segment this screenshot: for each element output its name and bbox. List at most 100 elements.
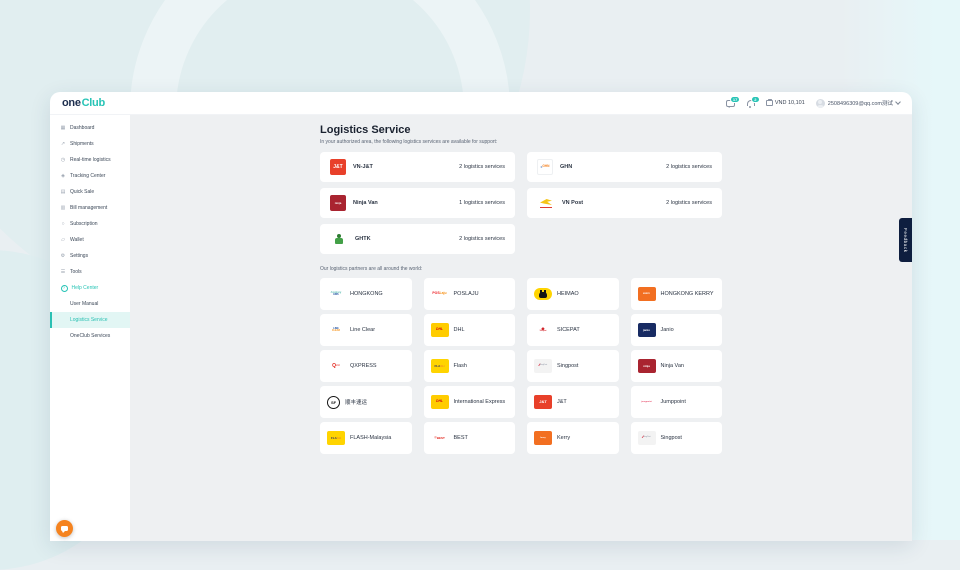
- service-card-ghn[interactable]: ≡ GHN GHN 2 logistics services: [527, 152, 722, 182]
- partner-name: QXPRESS: [350, 363, 377, 369]
- partner-card-hongkong[interactable]: hongkong EMS HONGKONG: [320, 278, 412, 310]
- partner-card-ninja-van[interactable]: ninja Ninja Van: [630, 350, 722, 382]
- international-express-logo-icon: DHL: [430, 395, 449, 409]
- sidebar-item-label: Quick Sale: [70, 189, 95, 195]
- chevron-down-icon: [895, 99, 901, 105]
- service-name: VN Post: [562, 200, 584, 206]
- partner-card-janio[interactable]: janio Janio: [630, 314, 722, 346]
- sidebar-item-quick-sale[interactable]: ▤ Quick Sale: [50, 184, 130, 200]
- sidebar-subitem-oneclub-services[interactable]: OneClub Services: [70, 333, 111, 339]
- partner-name: DHL: [453, 327, 465, 333]
- partner-name: Singpost: [557, 363, 579, 369]
- sidebar-item-shipments[interactable]: ↗ Shipments: [50, 136, 130, 152]
- sidebar-item-label: Wallet: [70, 237, 84, 243]
- hongkong-logo-icon: hongkong EMS: [327, 287, 345, 301]
- ghtk-logo-icon: [330, 232, 348, 246]
- best-logo-icon: ◎ BEST: [430, 431, 449, 445]
- page-subtitle: In your authorized area, the following l…: [320, 139, 498, 145]
- sidebar-item-tools[interactable]: ☰ Tools: [50, 264, 130, 280]
- wallet-balance[interactable]: VND 10,101: [765, 99, 805, 106]
- partner-name: BEST: [453, 435, 468, 441]
- sidebar-item-label: Settings: [70, 253, 89, 259]
- heimao-logo-icon: [534, 288, 552, 300]
- partner-name: International Express: [453, 399, 506, 405]
- quick-sale-icon: ▤: [60, 189, 66, 195]
- partner-name: HONGKONG: [350, 291, 383, 297]
- sidebar-item-settings[interactable]: ⚙ Settings: [50, 248, 130, 264]
- partner-card-singpost[interactable]: ∕∕ SingPost Singpost: [527, 350, 619, 382]
- sidebar-item-help-center[interactable]: ? Help Center: [50, 280, 130, 296]
- partner-name: 顺丰速运: [345, 400, 368, 406]
- partner-card-jumppoint[interactable]: jumppoint Jumppoint: [630, 386, 722, 418]
- hongkong-kerry-logo-icon: KERRY: [637, 287, 656, 301]
- sidebar-item-label: Dashboard: [70, 125, 95, 131]
- partner-card-hongkong-kerry[interactable]: KERRY HONGKONG KERRY: [630, 278, 722, 310]
- dhl-logo-icon: DHL: [430, 323, 449, 337]
- sidebar-item-tracking-center[interactable]: ◈ Tracking Center: [50, 168, 130, 184]
- partner-card-j-t[interactable]: J&T J&T: [527, 386, 619, 418]
- line-clear-logo-icon: LINE CLEAR: [327, 323, 345, 337]
- support-chat-button[interactable]: [56, 520, 73, 537]
- jumppoint-logo-icon: jumppoint: [637, 395, 656, 409]
- ninja-van-logo-icon: ninja: [330, 195, 346, 211]
- sidebar-item-label: Real-time logistics: [70, 157, 111, 163]
- chat-bubble-icon: [725, 100, 735, 108]
- feedback-tab[interactable]: Feedback: [899, 218, 912, 262]
- partner-name: FLASH-Malaysia: [350, 435, 392, 441]
- singpost-logo-icon: ∕∕ SingPost: [637, 431, 656, 445]
- service-name: GHTK: [355, 236, 371, 242]
- sidebar-item-label: Bill management: [70, 205, 108, 211]
- sidebar-item-label: Shipments: [70, 141, 94, 147]
- sidebar-item-real-time-logistics[interactable]: ◷ Real-time logistics: [50, 152, 130, 168]
- partner-card-item[interactable]: SF 顺丰速运: [320, 386, 412, 418]
- partner-card-best[interactable]: ◎ BEST BEST: [423, 422, 515, 454]
- messages-button[interactable]: 17: [725, 96, 740, 108]
- wallet-icon: [765, 99, 773, 106]
- sidebar-item-bill-management[interactable]: ▥ Bill management: [50, 200, 130, 216]
- partner-card-international-express[interactable]: DHL International Express: [423, 386, 515, 418]
- settings-icon: ⚙: [60, 253, 66, 259]
- notifications-count-badge: 2: [750, 96, 760, 103]
- sidebar-item-dashboard[interactable]: ▦ Dashboard: [50, 120, 130, 136]
- sicepat-logo-icon: ◆ SiCepat: [534, 323, 552, 337]
- service-card-vn-j-t[interactable]: J&T VN-J&T 2 logistics services: [320, 152, 515, 182]
- notifications-button[interactable]: 2: [746, 96, 760, 108]
- partner-card-dhl[interactable]: DHL DHL: [423, 314, 515, 346]
- service-name: Ninja Van: [353, 200, 378, 206]
- partners-grid: hongkong EMS HONGKONG POS Laju POSLAJU HEIMAO K…: [320, 278, 722, 454]
- sidebar-item-wallet[interactable]: ▱ Wallet: [50, 232, 130, 248]
- sidebar-subitem-user-manual[interactable]: User Manual: [70, 301, 99, 307]
- partner-name: HEIMAO: [557, 291, 579, 297]
- service-card-vn-post[interactable]: VN Post 2 logistics services: [527, 188, 722, 218]
- wallet-icon: ▱: [61, 237, 65, 243]
- top-bar: one Club 17 2 VND 10,101 2508496309@qq.c…: [50, 92, 912, 115]
- sidebar-item-subscription[interactable]: ○ Subscription: [50, 216, 130, 232]
- singpost-logo-icon: ∕∕ SingPost: [534, 359, 552, 373]
- partner-card-sicepat[interactable]: ◆ SiCepat SICEPAT: [527, 314, 619, 346]
- service-card-ghtk[interactable]: GHTK 2 logistics services: [320, 224, 515, 254]
- main-content: Logistics Service In your authorized are…: [130, 115, 912, 541]
- sidebar-subitem-logistics-service[interactable]: Logistics Service: [50, 312, 130, 328]
- partner-card-heimao[interactable]: HEIMAO: [527, 278, 619, 310]
- partner-name: Ninja Van: [660, 363, 684, 369]
- partner-card-flash-malaysia[interactable]: FLA SH FLASH-Malaysia: [320, 422, 412, 454]
- sidebar-item-label: Tools: [70, 269, 82, 275]
- service-card-ninja-van[interactable]: ninja Ninja Van 1 logistics services: [320, 188, 515, 218]
- vn-post-logo-icon: [537, 196, 555, 210]
- logo-club: Club: [81, 97, 106, 109]
- partner-card-line-clear[interactable]: LINE CLEAR Line Clear: [320, 314, 412, 346]
- partner-card-kerry[interactable]: kerry Kerry: [527, 422, 619, 454]
- real-time-logistics-icon: ◷: [60, 157, 66, 163]
- account-menu[interactable]: 2508496309@qq.com测试: [815, 98, 901, 108]
- shipments-icon: ↗: [60, 141, 66, 147]
- partner-card-singpost[interactable]: ∕∕ SingPost Singpost: [630, 422, 722, 454]
- oneclub-logo: one Club: [62, 97, 105, 109]
- partner-card-flash[interactable]: FLA SH Flash: [423, 350, 515, 382]
- help-circle-icon: ?: [60, 284, 68, 292]
- sidebar-item-label: Subscription: [70, 221, 98, 227]
- chat-icon: [61, 526, 68, 533]
- partner-card-poslaju[interactable]: POS Laju POSLAJU: [423, 278, 515, 310]
- partner-name: Jumppoint: [660, 399, 686, 405]
